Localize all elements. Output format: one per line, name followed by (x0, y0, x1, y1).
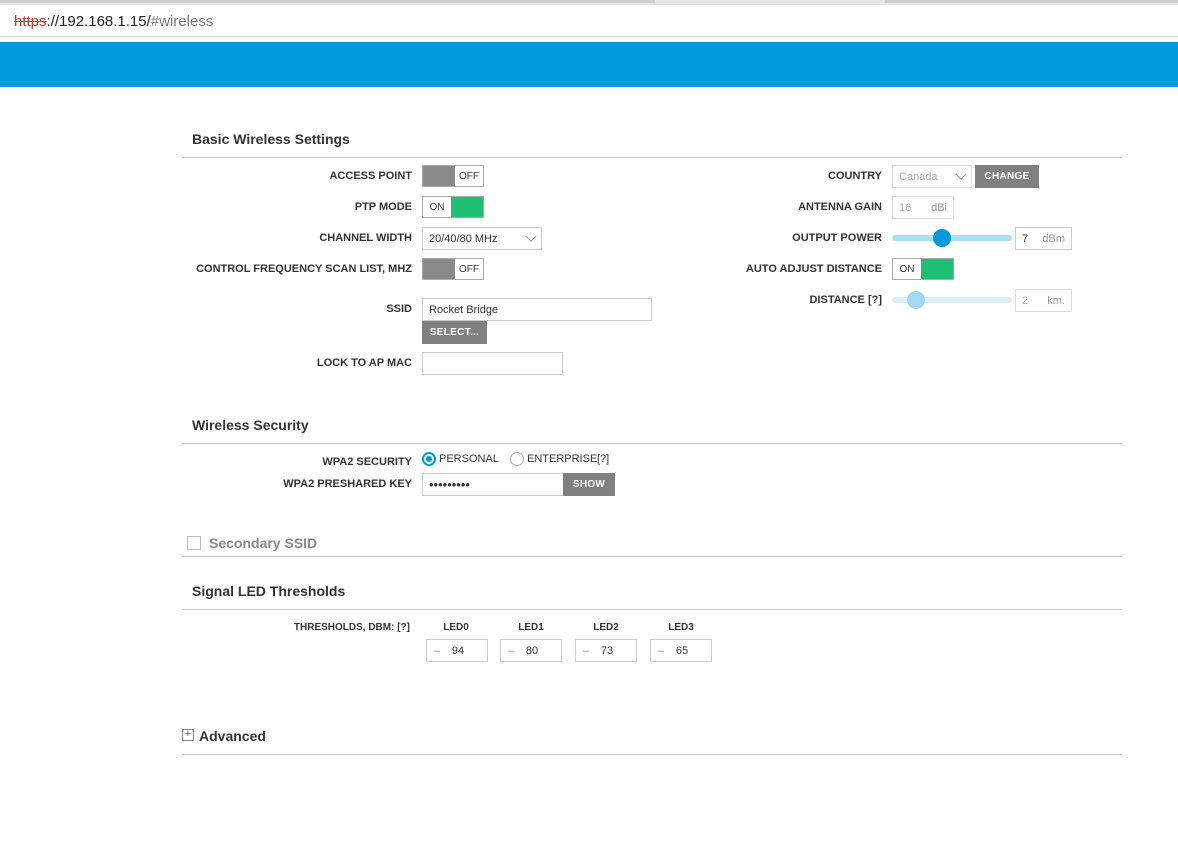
section-divider (182, 556, 1122, 557)
enterprise-radio[interactable] (510, 452, 524, 466)
wpa2-help-link[interactable]: [?] (597, 453, 610, 465)
country-label: COUNTRY (828, 170, 882, 182)
wireless-security-title: Wireless Security (192, 417, 309, 433)
browser-tab[interactable] (0, 0, 655, 3)
section-divider (182, 443, 1122, 444)
led-header: LED1 (518, 622, 544, 633)
preshared-key-value: ••••••••• (429, 477, 470, 492)
auto-adjust-toggle[interactable]: ON (892, 258, 954, 280)
thresholds-label: THRESHOLDS, dBm: [?] (293, 622, 410, 633)
output-power-unit: dBm (1042, 232, 1065, 245)
output-power-slider[interactable] (892, 235, 1012, 241)
toggle-state: ON (423, 197, 451, 217)
toggle-knob (423, 259, 455, 279)
access-point-label: ACCESS POINT (329, 170, 412, 182)
preshared-key-input[interactable]: ••••••••• (422, 473, 564, 496)
ssid-label: SSID (386, 303, 412, 315)
section-divider (182, 157, 1122, 158)
output-power-label: OUTPUT POWER (792, 232, 882, 244)
channel-width-value: 20/40/80 MHz (429, 232, 498, 245)
enterprise-radio-label[interactable]: ENTERPRISE (527, 453, 598, 465)
toggle-state: OFF (455, 166, 483, 186)
distance-input[interactable]: 2 km. (1015, 289, 1072, 312)
country-value: Canada (899, 170, 938, 183)
led3-value: 65 (675, 644, 689, 657)
chevron-down-icon (525, 230, 537, 242)
led-header: LED3 (668, 622, 694, 633)
advanced-title[interactable]: Advanced (199, 728, 266, 744)
wpa2-security-label: WPA2 SECURITY (322, 456, 412, 468)
minus-sign: – (657, 644, 665, 657)
personal-radio-label[interactable]: PERSONAL (439, 453, 499, 465)
browser-tab-strip (0, 0, 1178, 5)
ssid-select-button[interactable]: SELECT... (422, 321, 487, 344)
country-change-button[interactable]: CHANGE (975, 165, 1039, 188)
antenna-gain-value: 16 (899, 201, 912, 214)
url-hash: #wireless (150, 13, 214, 30)
led-header: LED0 (443, 622, 469, 633)
led2-threshold-input[interactable]: – 73 (575, 639, 637, 662)
section-divider (182, 754, 1122, 755)
lock-ap-mac-input[interactable] (422, 352, 563, 375)
url-protocol: https (14, 13, 47, 30)
url-host: ://192.168.1.15/ (46, 13, 151, 30)
distance-label: DISTANCE [?] (809, 294, 882, 306)
minus-sign: – (433, 644, 441, 657)
ptp-mode-toggle[interactable]: ON (422, 196, 484, 218)
output-power-input[interactable]: 7 dBm (1015, 227, 1072, 250)
antenna-gain-unit: dBi (931, 201, 947, 214)
distance-unit: km. (1047, 294, 1065, 307)
expand-plus-icon[interactable]: + (182, 729, 194, 741)
url-text[interactable]: https://192.168.1.15/#wireless (14, 13, 213, 30)
channel-width-label: CHANNEL WIDTH (319, 232, 412, 244)
browser-tab[interactable] (885, 0, 1178, 3)
section-divider (182, 609, 1122, 610)
led1-threshold-input[interactable]: – 80 (500, 639, 562, 662)
auto-adjust-label: AUTO ADJUST DISTANCE (745, 263, 882, 275)
secondary-ssid-checkbox[interactable] (187, 536, 201, 550)
output-power-slider-handle[interactable] (932, 229, 951, 247)
distance-slider[interactable] (892, 297, 1012, 303)
led0-value: 94 (451, 644, 465, 657)
secondary-ssid-title[interactable]: Secondary SSID (209, 535, 318, 551)
distance-slider-handle[interactable] (907, 291, 926, 309)
antenna-gain-input[interactable]: 16 dBi (892, 196, 954, 219)
chevron-down-icon (955, 168, 967, 180)
led0-threshold-input[interactable]: – 94 (426, 639, 488, 662)
channel-width-select[interactable]: 20/40/80 MHz (422, 227, 542, 250)
toggle-knob (921, 259, 953, 279)
ssid-value: Rocket Bridge (429, 303, 499, 316)
antenna-gain-label: ANTENNA GAIN (798, 201, 882, 213)
led2-value: 73 (600, 644, 614, 657)
personal-radio[interactable] (422, 452, 436, 466)
signal-led-title: Signal LED Thresholds (192, 583, 346, 599)
lock-ap-mac-label: LOCK TO AP MAC (316, 357, 412, 369)
led-header: LED2 (593, 622, 619, 633)
minus-sign: – (507, 644, 515, 657)
distance-value: 2 (1022, 294, 1029, 307)
led1-value: 80 (525, 644, 539, 657)
toggle-knob (423, 166, 455, 186)
header-bar (0, 42, 1178, 87)
toggle-state: OFF (455, 259, 483, 279)
access-point-toggle[interactable]: OFF (422, 165, 484, 187)
output-power-value: 7 (1022, 232, 1029, 245)
led3-threshold-input[interactable]: – 65 (650, 639, 712, 662)
country-select[interactable]: Canada (892, 165, 972, 188)
toggle-knob (451, 197, 483, 217)
ptp-mode-label: PTP MODE (354, 201, 412, 213)
basic-wireless-title: Basic Wireless Settings (192, 131, 350, 147)
preshared-key-label: WPA2 PRESHARED KEY (283, 478, 412, 490)
show-key-button[interactable]: SHOW (563, 473, 615, 496)
address-bar[interactable]: https://192.168.1.15/#wireless (0, 5, 1178, 37)
scan-list-toggle[interactable]: OFF (422, 258, 484, 280)
scan-list-label: CONTROL FREQUENCY SCAN LIST, MHz (196, 263, 412, 275)
toggle-state: ON (893, 259, 921, 279)
minus-sign: – (582, 644, 590, 657)
ssid-input[interactable]: Rocket Bridge (422, 298, 652, 321)
